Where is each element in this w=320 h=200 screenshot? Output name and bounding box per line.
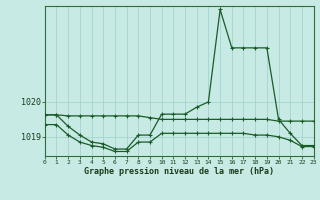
X-axis label: Graphe pression niveau de la mer (hPa): Graphe pression niveau de la mer (hPa) bbox=[84, 167, 274, 176]
